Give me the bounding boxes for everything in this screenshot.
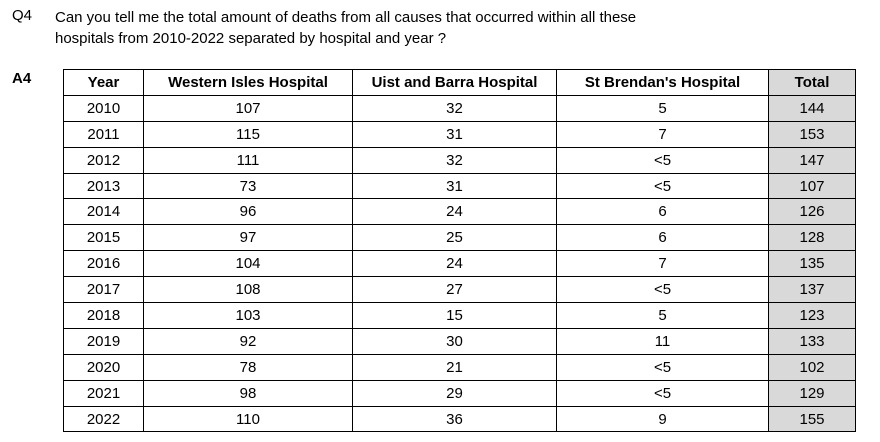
total-cell: 137 [768, 276, 856, 304]
table-cell: 2016 [63, 250, 144, 278]
table-cell: 2012 [63, 146, 144, 174]
table-cell: 2010 [63, 94, 144, 122]
total-cell: 155 [768, 405, 856, 433]
table-cell: 27 [352, 276, 557, 304]
table-cell: 32 [352, 146, 557, 174]
table-cell: 24 [352, 250, 557, 278]
table-cell: 2015 [63, 224, 144, 252]
table-cell: 6 [556, 198, 769, 226]
table-cell: 115 [143, 120, 353, 148]
total-cell: 135 [768, 250, 856, 278]
table-cell: 31 [352, 172, 557, 200]
question-text: Can you tell me the total amount of deat… [55, 9, 637, 47]
table-cell: 2019 [63, 327, 144, 355]
table-cell: 2018 [63, 302, 144, 329]
table-cell: 103 [143, 302, 353, 329]
table-cell: <5 [556, 276, 769, 304]
total-cell: 126 [768, 198, 856, 226]
table-cell: 73 [143, 172, 353, 200]
table-cell: <5 [556, 379, 769, 407]
table-row: 2016 104 24 7 135 [63, 250, 856, 278]
table-row: 2015 97 25 6 128 [63, 224, 856, 252]
table-cell: 108 [143, 276, 353, 304]
table-cell: 29 [352, 379, 557, 407]
table-cell: 5 [556, 94, 769, 122]
table-cell: 32 [352, 94, 557, 122]
table-cell: 36 [352, 405, 557, 433]
total-cell: 107 [768, 172, 856, 200]
total-cell: 123 [768, 302, 856, 329]
table-cell: 110 [143, 405, 353, 433]
table-cell: 15 [352, 302, 557, 329]
table-row: 2018 103 15 5 123 [63, 302, 856, 329]
table-cell: 31 [352, 120, 557, 148]
table-cell: 2017 [63, 276, 144, 304]
total-cell: 129 [768, 379, 856, 407]
header-cell: Uist and Barra Hospital [352, 69, 557, 96]
table-cell: 2021 [63, 379, 144, 407]
table-cell: 78 [143, 353, 353, 381]
table-row: 2010 107 32 5 144 [63, 94, 856, 122]
table-cell: 7 [556, 250, 769, 278]
table-cell: 97 [143, 224, 353, 252]
table-cell: 5 [556, 302, 769, 329]
deaths-table: Year Western Isles Hospital Uist and Barra… [63, 69, 856, 433]
total-cell: 144 [768, 94, 856, 122]
header-row: Year Western Isles Hospital Uist and Barra… [63, 69, 856, 96]
header-cell: Year [63, 69, 144, 96]
table-cell: 25 [352, 224, 557, 252]
total-cell: 133 [768, 327, 856, 355]
table-row: 2013 73 31 <5 107 [63, 172, 856, 200]
question-label: Q4 [12, 7, 33, 24]
table-row: 2011 115 31 7 153 [63, 120, 856, 148]
table-cell: <5 [556, 146, 769, 174]
table-cell: 96 [143, 198, 353, 226]
header-cell: St Brendan's Hospital [556, 69, 769, 96]
table-cell: 98 [143, 379, 353, 407]
table-cell: 9 [556, 405, 769, 433]
table-cell: 2011 [63, 120, 144, 148]
answer-label: A4 [12, 70, 32, 87]
table-cell: 2022 [63, 405, 144, 433]
total-cell: 147 [768, 146, 856, 174]
table-cell: 6 [556, 224, 769, 252]
table-cell: 2020 [63, 353, 144, 381]
table-row: 2022 110 36 9 155 [63, 405, 856, 433]
total-cell: 153 [768, 120, 856, 148]
table-cell: 111 [143, 146, 353, 174]
table-cell: <5 [556, 353, 769, 381]
table-cell: 107 [143, 94, 353, 122]
table-row: 2012 111 32 <5 147 [63, 146, 856, 174]
header-cell: Western Isles Hospital [143, 69, 353, 96]
table-cell: 92 [143, 327, 353, 355]
table-cell: 24 [352, 198, 557, 226]
table-cell: 30 [352, 327, 557, 355]
table-row: 2020 78 21 <5 102 [63, 353, 856, 381]
table-cell: 2014 [63, 198, 144, 226]
table-cell: 2013 [63, 172, 144, 200]
table-row: 2019 92 30 11 133 [63, 327, 856, 355]
table-cell: 21 [352, 353, 557, 381]
table-cell: <5 [556, 172, 769, 200]
table-cell: 104 [143, 250, 353, 278]
total-cell: 102 [768, 353, 856, 381]
table-row: 2017 108 27 <5 137 [63, 276, 856, 304]
table-cell: 11 [556, 327, 769, 355]
table-row: 2021 98 29 <5 129 [63, 379, 856, 407]
table-row: 2014 96 24 6 126 [63, 198, 856, 226]
header-cell: Total [768, 69, 856, 96]
total-cell: 128 [768, 224, 856, 252]
table-cell: 7 [556, 120, 769, 148]
